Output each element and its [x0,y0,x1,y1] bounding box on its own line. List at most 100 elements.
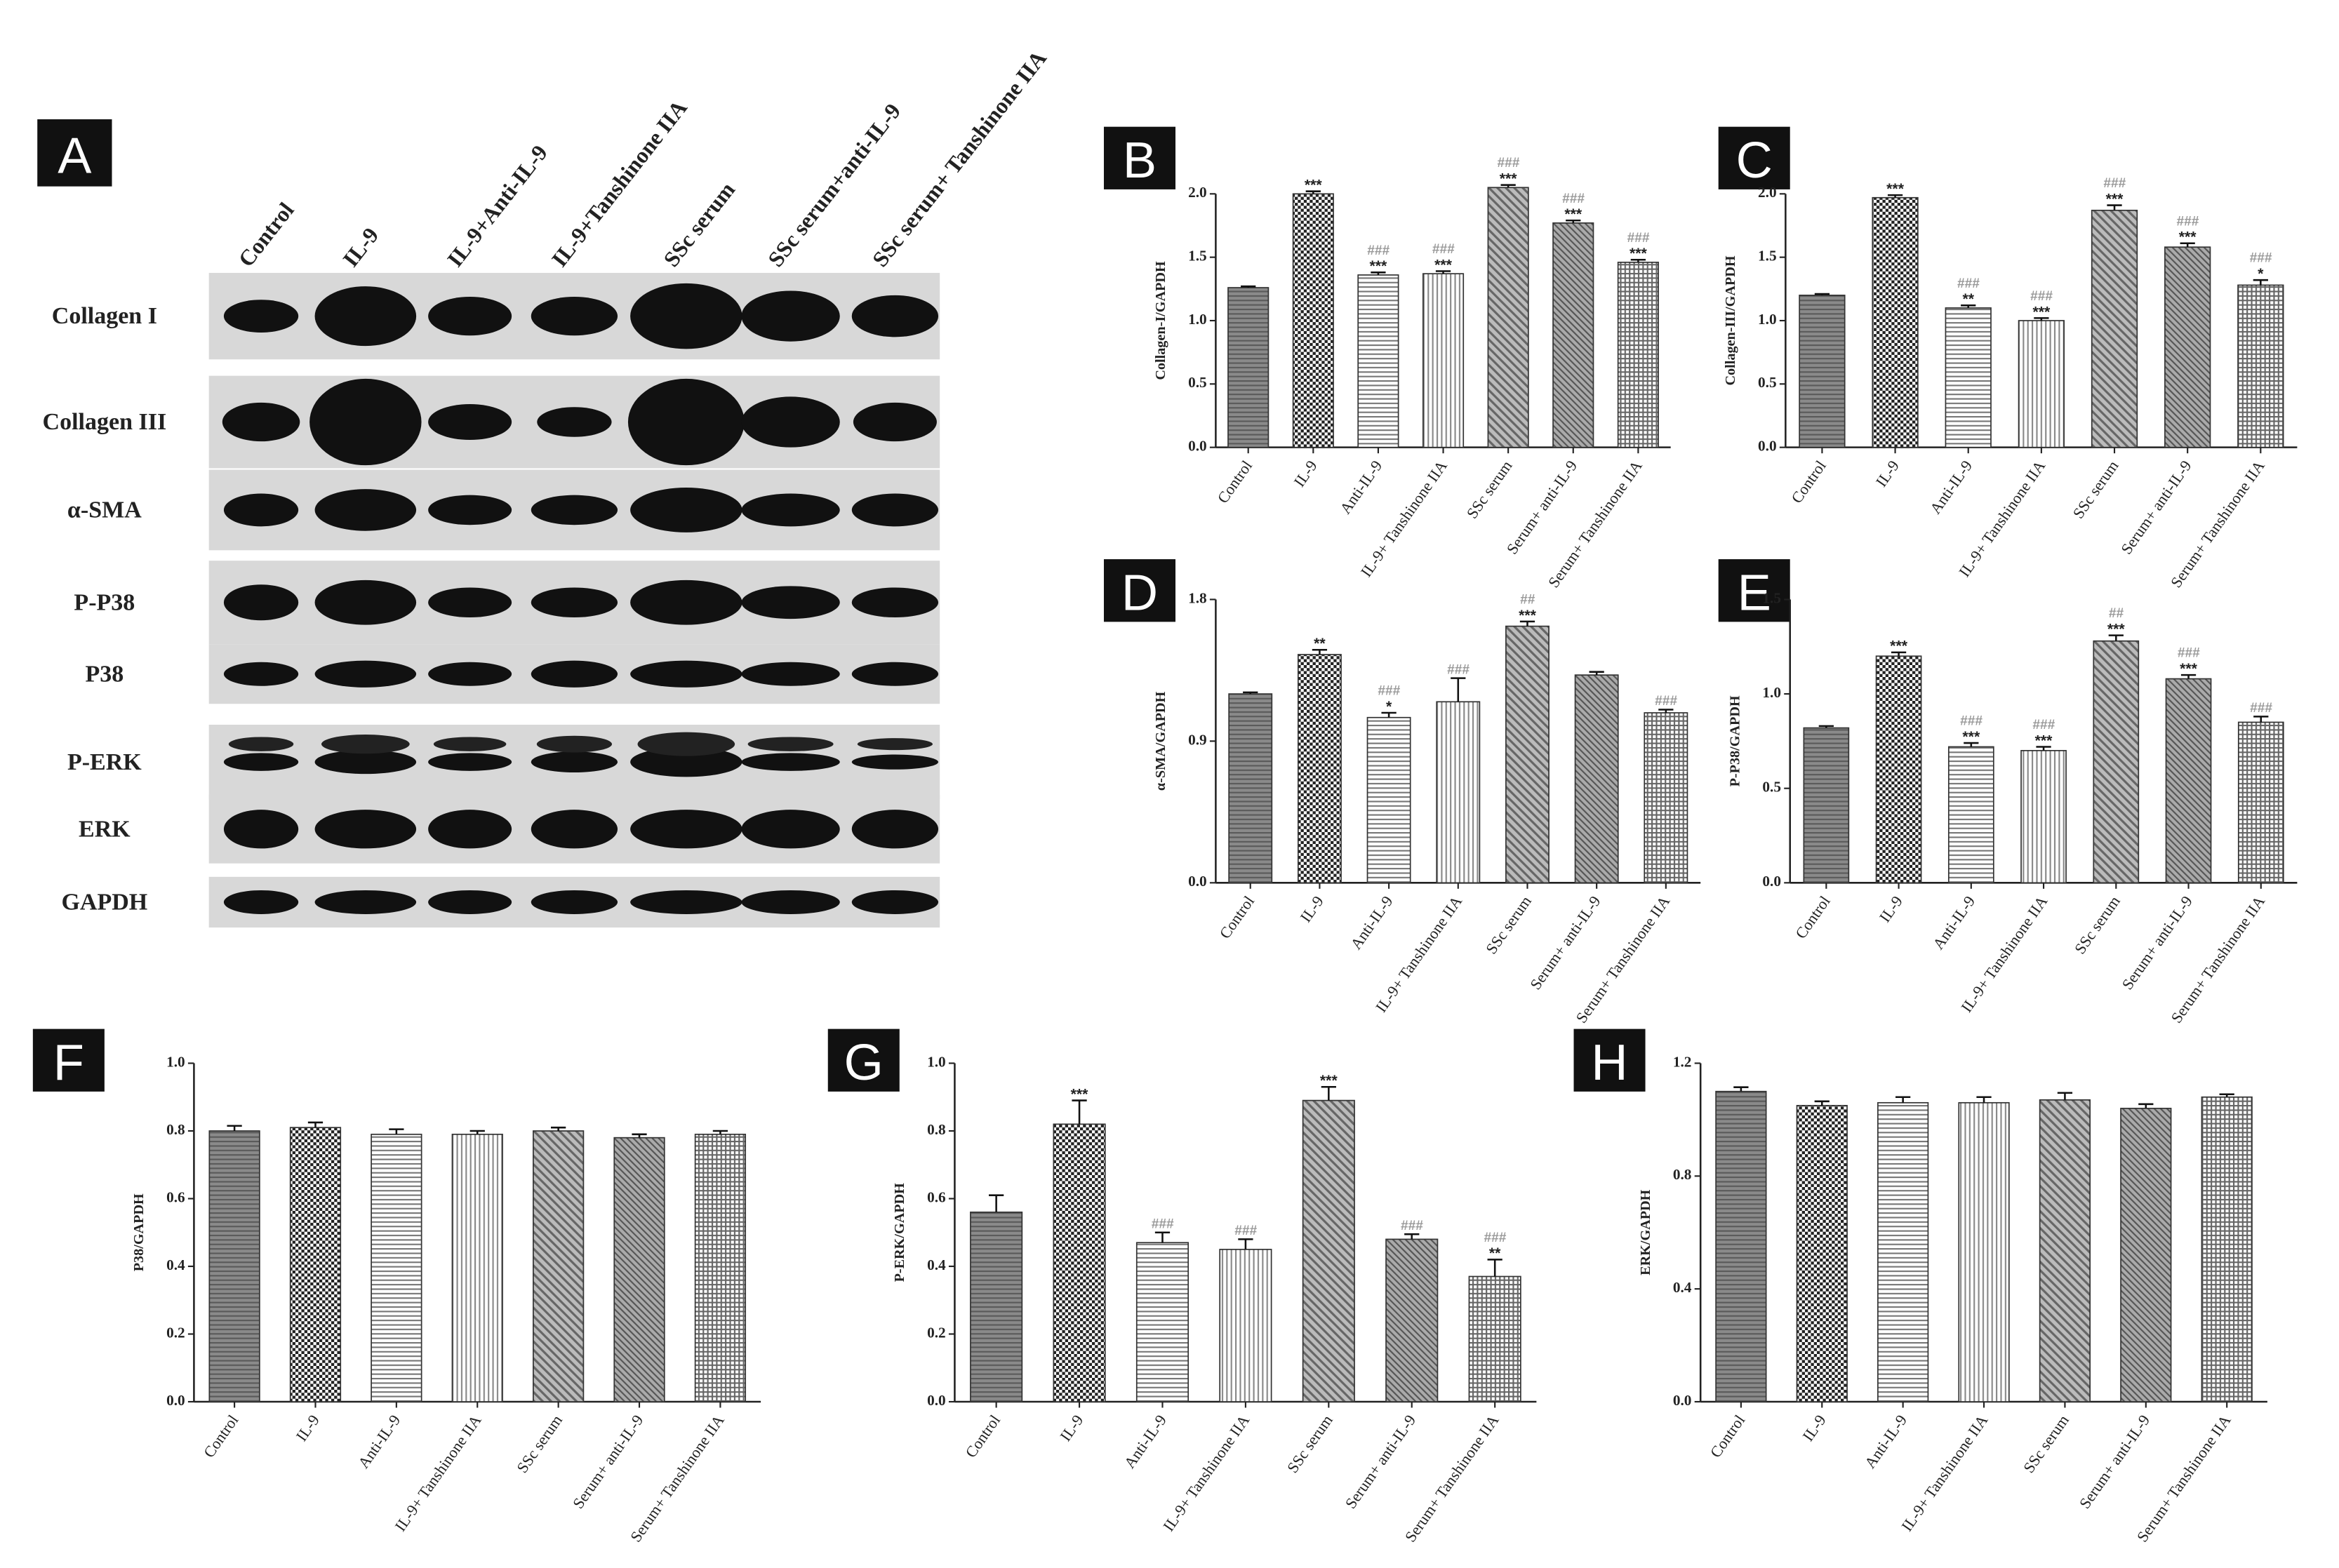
y-tick-label: 0.0 [1758,438,1777,455]
x-tick-label: IL-9+ Tanshinone IIA [1898,1412,1991,1534]
bar [1053,1123,1106,1402]
significance-star: *** [1320,1072,1338,1089]
blot-band [851,754,939,770]
bar [1487,187,1529,448]
bar [533,1130,585,1402]
y-tick-label: 1.5 [1188,248,1207,264]
y-tick-label: 0.6 [927,1188,946,1205]
bar [208,1130,260,1402]
bar [1505,625,1550,884]
x-tick-label: Anti-IL-9 [1861,1412,1910,1471]
blot-band [223,300,299,333]
y-tick-label: 1.5 [1758,248,1777,264]
bar [371,1133,422,1402]
lane-label: Control [234,198,299,272]
x-tick-label: Anti-IL-9 [1347,892,1396,952]
blot-band [741,890,840,914]
bar [2120,1107,2172,1402]
blot-band [428,495,512,525]
x-tick-label: Serum+ anti-IL-9 [1526,892,1604,993]
y-tick-label: 1.0 [1188,311,1207,328]
significance-hash: ### [2250,701,2272,716]
x-tick-label: Control [1216,892,1258,942]
x-tick-label: Control [1214,457,1256,507]
significance-star: *** [2180,660,2198,677]
bar [1292,193,1334,448]
significance-hash: ### [1497,156,1519,170]
y-tick-label: 1.0 [1762,684,1781,701]
blot-band [537,407,612,437]
x-tick-label: Serum+ anti-IL-9 [1342,1412,1419,1512]
blot-band [314,810,417,849]
x-tick-label: IL-9 [1297,892,1327,925]
y-tick-label: 0.4 [927,1257,946,1273]
bar [694,1133,747,1402]
significance-star: *** [2106,190,2124,207]
y-tick-label: 1.0 [927,1053,946,1070]
x-tick-label: SSc serum [1482,892,1535,957]
bar [1574,674,1619,884]
bar [2237,284,2284,448]
x-tick-label: Anti-IL-9 [1336,457,1385,517]
panel-label: A [58,128,92,185]
x-tick-label: Serum+ anti-IL-9 [2117,457,2194,558]
y-tick-label: 0.8 [1673,1166,1692,1183]
bar [1436,701,1481,884]
blot-band [223,890,299,914]
bar [1219,1249,1272,1402]
y-tick-label: 0.0 [166,1392,185,1409]
blot-band [531,751,618,773]
significance-hash: ### [2249,251,2272,266]
x-tick-label: IL-9 [1291,457,1321,490]
blot-band [314,286,417,347]
bar [2165,678,2212,884]
blot-band [853,402,937,442]
significance-star: ** [1962,290,1974,307]
blot-band [223,753,299,771]
blot-band [630,746,742,777]
significance-star: *** [2035,732,2053,749]
y-tick-label: 0.0 [1188,873,1207,890]
x-tick-label: SSc serum [1463,457,1516,522]
significance-hash: ### [1401,1219,1423,1233]
blot-band [531,890,618,914]
blot-band [536,735,613,753]
significance-star: *** [1962,728,1980,745]
bar [2039,1099,2091,1402]
bar [1366,716,1411,884]
bar [613,1137,665,1402]
y-tick-label: 0.2 [166,1324,185,1341]
x-tick-label: Anti-IL-9 [354,1412,404,1471]
panel-label: E [1738,565,1771,621]
row-label: P-P38 [74,589,135,615]
significance-hash: ### [1627,231,1649,246]
panel-label-box [1718,559,1790,622]
blot-band [314,489,417,531]
blot-band [428,662,512,686]
blot-band [433,737,507,751]
x-tick-label: Serum+ Tanshinone IIA [2133,1412,2234,1545]
panel-label-box [827,1028,900,1092]
y-axis-label: P-P38/GAPDH [1727,695,1742,786]
blot-band [630,660,742,688]
bar [1715,1090,1767,1402]
blot-band [741,753,840,771]
panel-label-box [1103,559,1176,622]
y-axis-label: P38/GAPDH [131,1193,147,1271]
bar [1872,196,1919,448]
blot-band [428,753,512,771]
x-tick-label: Anti-IL-9 [1929,892,1978,952]
blot-band [741,662,840,686]
bar [1799,295,1846,448]
x-tick-label: SSc serum [2070,457,2122,522]
blot-band [428,890,512,914]
row-label: ERK [79,816,131,842]
significance-hash: ### [2030,289,2053,304]
panel-label-box [37,119,112,187]
significance-star: *** [1434,256,1453,273]
lane-label: IL-9+Anti-IL-9 [443,140,553,272]
y-tick-label: 1.2 [1673,1053,1692,1070]
significance-hash: ### [2032,718,2055,732]
x-tick-label: IL-9 [1872,457,1902,490]
